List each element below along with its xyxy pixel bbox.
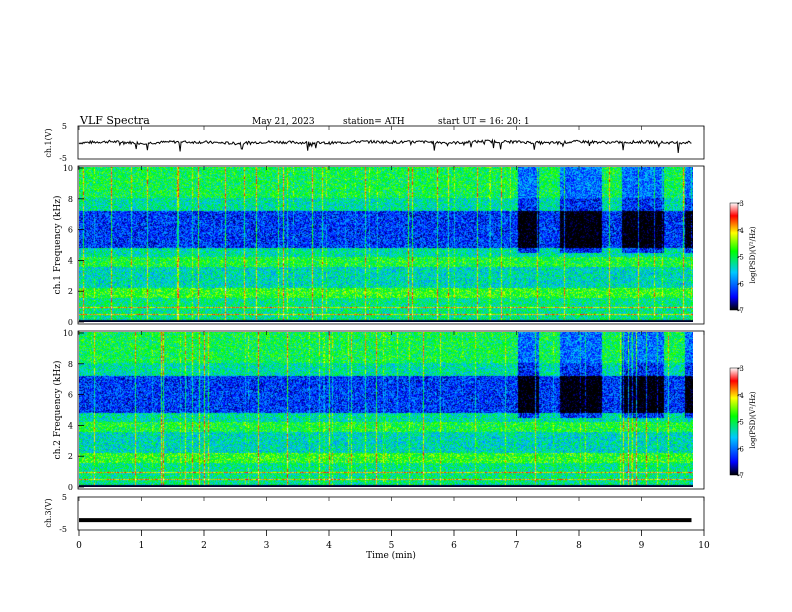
time-tick-label: 8 (576, 541, 582, 551)
ch3-ytick-top: 5 (62, 493, 67, 502)
ch2-spectrogram-frame (77, 330, 705, 490)
colorbar-tick-label: -3 (737, 365, 744, 373)
frequency-tick-label: 2 (68, 452, 73, 461)
time-tick-label: 3 (264, 541, 270, 551)
colorbar-tick-label: -3 (737, 200, 744, 208)
figure-title: VLF Spectra (79, 114, 150, 127)
station-label: station= ATH (343, 117, 405, 127)
time-tick-label: 0 (76, 541, 82, 551)
colorbar-tick-label: -4 (737, 392, 744, 400)
ch1-ytick-top: 5 (62, 122, 67, 131)
ch1-spectrogram-image (79, 167, 693, 322)
frequency-tick-label: 6 (68, 226, 73, 235)
colorbar-tick-label: -5 (737, 419, 744, 427)
frequency-tick-label: 8 (68, 195, 73, 204)
time-tick-label: 7 (514, 541, 520, 551)
date-label: May 21, 2023 (252, 117, 315, 127)
ch1-colorbar-ticks: -3 -4 -5 -6 -7 (737, 200, 744, 315)
frequency-tick-label: 0 (68, 483, 73, 492)
frequency-tick-label: 4 (68, 421, 73, 430)
time-tick-label: 1 (139, 541, 145, 551)
time-tick-label: 5 (389, 541, 395, 551)
colorbar-tick-label: -7 (737, 307, 744, 315)
ch1-frame (77, 125, 705, 160)
ch1-frequency-ticks: 0 2 4 6 8 10 (63, 164, 84, 327)
time-axis-label: Time (min) (366, 550, 416, 561)
ch3-ytick-bottom: -5 (59, 525, 67, 534)
frequency-tick-label: 4 (68, 256, 73, 265)
ch3-panel: 5 -5 ch.3(V) (44, 493, 705, 534)
ch3-ylabel: ch.3(V) (44, 498, 53, 527)
time-tick-label: 9 (639, 541, 645, 551)
ch2-frequency-ticks: 0 2 4 6 8 10 (63, 329, 84, 492)
colorbar-tick-label: -4 (737, 227, 744, 235)
time-tick-label: 2 (201, 541, 207, 551)
frequency-tick-label: 10 (63, 164, 73, 173)
colorbar-tick-label: -6 (737, 280, 744, 288)
start-time-label: start UT = 16: 20: 1 (438, 117, 530, 127)
ch2-spectrogram-image (79, 332, 693, 487)
time-tick-label: 10 (698, 541, 710, 551)
ch2-colorbar-ticks: -3 -4 -5 -6 -7 (737, 365, 744, 480)
ch1-frequency-label: ch.1 Frequency (kHz) (52, 196, 63, 295)
colorbar-tick-label: -5 (737, 254, 744, 262)
frequency-tick-label: 6 (68, 391, 73, 400)
frequency-tick-label: 0 (68, 318, 73, 327)
ch1-panel: 5 -5 ch.1(V) (44, 122, 705, 163)
time-tick-label: 6 (451, 541, 457, 551)
colorbar-tick-label: -7 (737, 472, 744, 480)
ch1-ytick-bottom: -5 (59, 154, 67, 163)
colorbar-tick-label: -6 (737, 445, 744, 453)
ch1-ylabel: ch.1(V) (44, 128, 53, 157)
ch1-spectrogram-frame (77, 165, 705, 325)
ch1-colorbar-label: log(PSD)(V²/Hz) (749, 226, 757, 283)
frequency-tick-label: 10 (63, 329, 73, 338)
ch1-waveform-line (78, 138, 692, 153)
frequency-tick-label: 8 (68, 360, 73, 369)
time-tick-label: 4 (326, 541, 332, 551)
ch3-frame (77, 496, 705, 531)
frequency-tick-label: 2 (68, 287, 73, 296)
time-axis-ticks: 0 1 2 3 4 5 6 7 8 9 10 (76, 126, 710, 551)
ch2-colorbar-label: log(PSD)(V²/Hz) (749, 391, 757, 448)
ch2-frequency-label: ch.2 Frequency (kHz) (52, 361, 63, 460)
